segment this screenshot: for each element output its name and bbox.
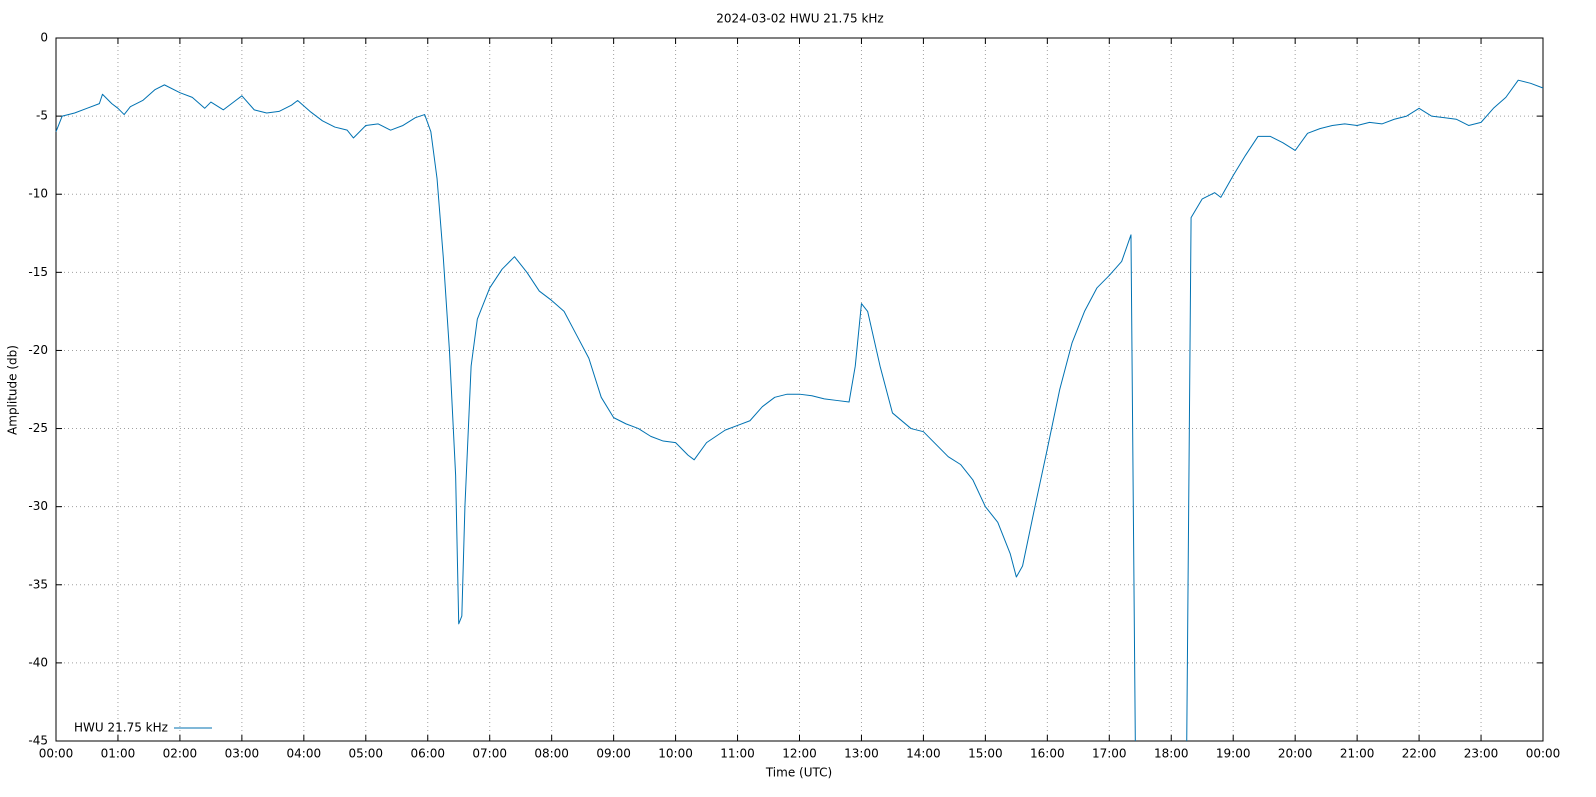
x-tick-label: 17:00 bbox=[1092, 747, 1127, 761]
x-tick-label: 18:00 bbox=[1154, 747, 1189, 761]
x-tick-label: 09:00 bbox=[596, 747, 631, 761]
x-tick-label: 00:00 bbox=[39, 747, 74, 761]
x-tick-label: 10:00 bbox=[658, 747, 693, 761]
y-tick-label: -5 bbox=[36, 109, 48, 123]
y-tick-label: -30 bbox=[28, 499, 48, 513]
x-tick-label: 12:00 bbox=[782, 747, 817, 761]
x-tick-label: 20:00 bbox=[1278, 747, 1313, 761]
x-tick-label: 22:00 bbox=[1402, 747, 1437, 761]
x-axis-label: Time (UTC) bbox=[765, 766, 832, 780]
x-tick-label: 11:00 bbox=[720, 747, 755, 761]
y-tick-label: -40 bbox=[28, 655, 48, 669]
x-tick-label: 07:00 bbox=[472, 747, 507, 761]
x-tick-label: 08:00 bbox=[534, 747, 569, 761]
legend-label: HWU 21.75 kHz bbox=[74, 721, 168, 735]
y-tick-label: -10 bbox=[28, 187, 48, 201]
plot-frame bbox=[55, 37, 1544, 742]
y-tick-label: -35 bbox=[28, 577, 48, 591]
x-tick-label: 02:00 bbox=[163, 747, 198, 761]
x-tick-label: 03:00 bbox=[225, 747, 260, 761]
x-tick-label: 05:00 bbox=[348, 747, 383, 761]
y-tick-label: 0 bbox=[40, 31, 48, 45]
x-tick-label: 14:00 bbox=[906, 747, 941, 761]
x-tick-label: 13:00 bbox=[844, 747, 879, 761]
y-tick-label: -20 bbox=[28, 343, 48, 357]
y-tick-label: -45 bbox=[28, 734, 48, 748]
chart-title: 2024-03-02 HWU 21.75 kHz bbox=[716, 12, 883, 26]
data-line bbox=[55, 79, 1544, 742]
x-tick-label: 15:00 bbox=[968, 747, 1003, 761]
x-tick-label: 06:00 bbox=[410, 747, 445, 761]
x-tick-label: 04:00 bbox=[287, 747, 322, 761]
x-tick-label: 19:00 bbox=[1216, 747, 1251, 761]
y-tick-label: -25 bbox=[28, 421, 48, 435]
y-tick-label: -15 bbox=[28, 265, 48, 279]
x-tick-label: 00:00 bbox=[1526, 747, 1561, 761]
x-tick-label: 16:00 bbox=[1030, 747, 1065, 761]
x-tick-label: 21:00 bbox=[1340, 747, 1375, 761]
x-tick-label: 01:00 bbox=[101, 747, 136, 761]
y-axis-label: Amplitude (db) bbox=[6, 345, 20, 435]
x-tick-label: 23:00 bbox=[1464, 747, 1499, 761]
